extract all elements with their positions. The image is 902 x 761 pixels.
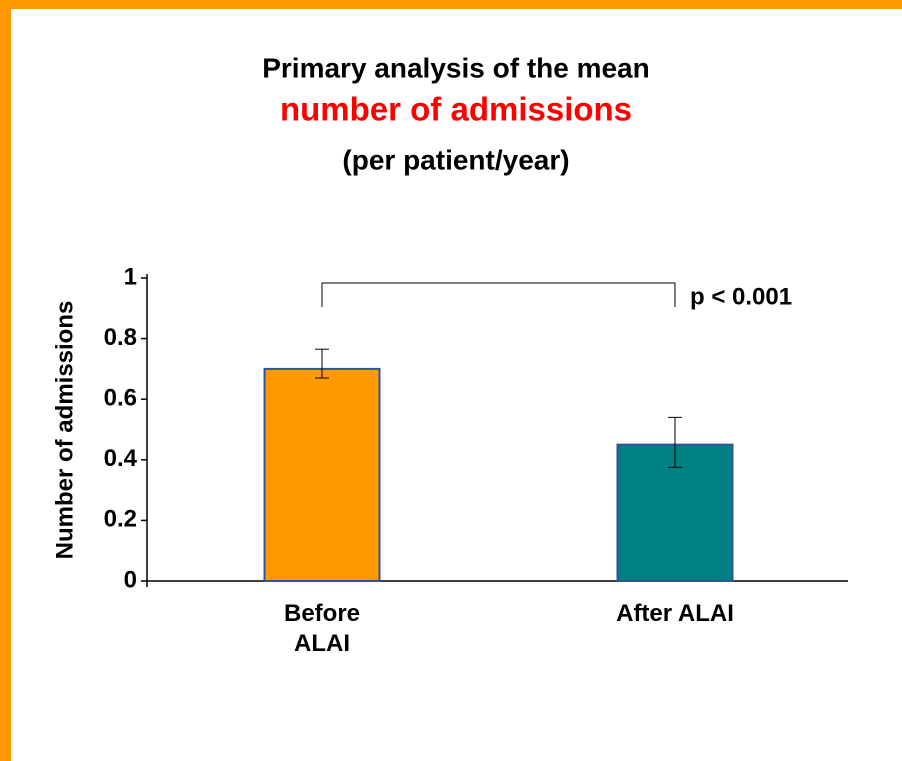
y-tick-label: 0.4 bbox=[104, 445, 138, 472]
y-tick-label: 0.2 bbox=[104, 506, 137, 533]
y-tick-label: 1 bbox=[124, 263, 137, 290]
border-left bbox=[0, 0, 11, 761]
x-tick-label: After ALAI bbox=[616, 600, 734, 627]
chart-title: Primary analysis of the mean bbox=[262, 52, 650, 83]
y-axis-label: Number of admissions bbox=[51, 301, 78, 560]
y-tick-label: 0.8 bbox=[104, 324, 137, 351]
y-tick-label: 0 bbox=[124, 566, 137, 593]
chart-title-highlight: number of admissions bbox=[280, 91, 632, 128]
x-tick-label: Before ALAI bbox=[283, 600, 361, 657]
y-tick-label: 0.6 bbox=[104, 385, 137, 412]
bar bbox=[263, 367, 381, 582]
chart-subtitle: (per patient/year) bbox=[342, 144, 569, 175]
annotation: p < 0.001 bbox=[690, 283, 792, 310]
significance-bracket bbox=[321, 282, 676, 307]
border-top bbox=[0, 0, 902, 9]
